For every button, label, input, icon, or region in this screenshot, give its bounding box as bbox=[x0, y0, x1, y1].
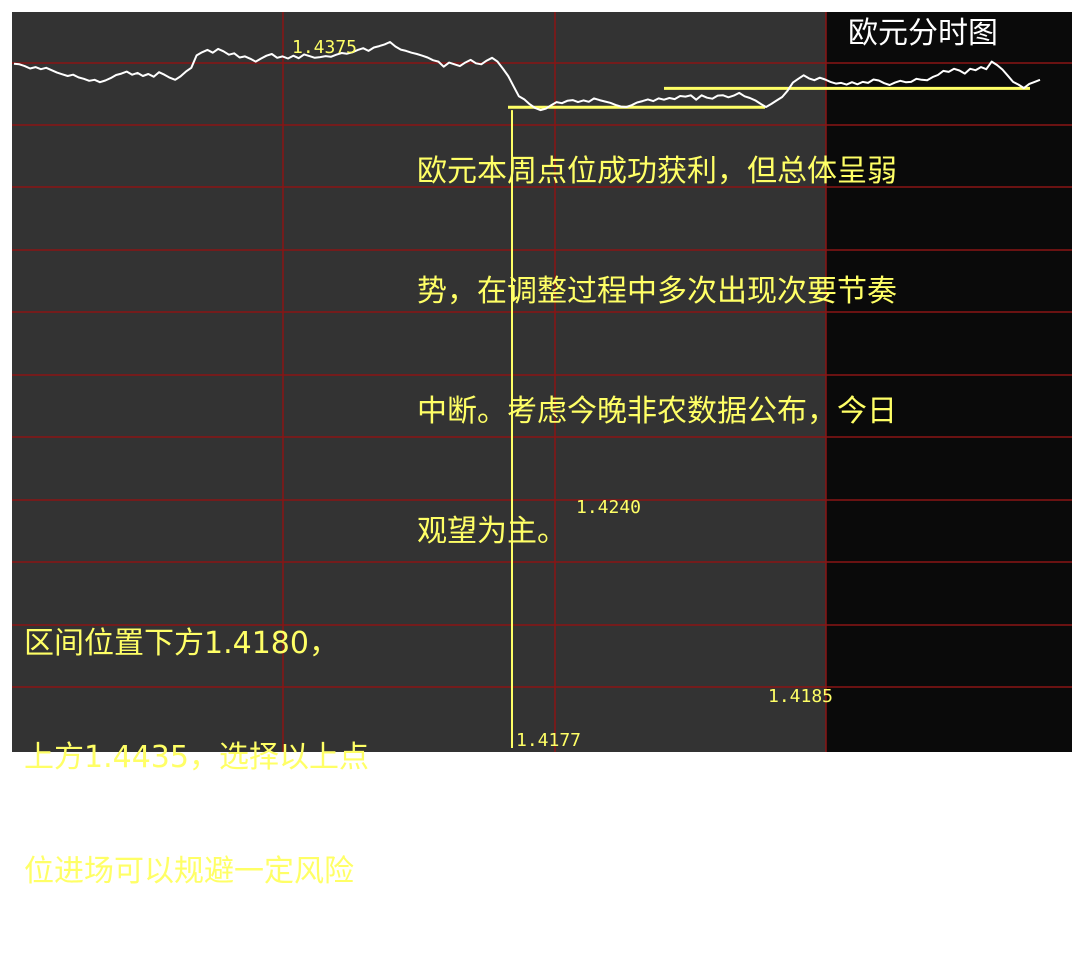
price-series-line bbox=[13, 41, 1041, 112]
support-price-label: 1.4185 bbox=[768, 686, 834, 707]
high-price-label: 1.4375 bbox=[292, 37, 358, 58]
plot-background-session-2 bbox=[826, 12, 1072, 752]
resistance-price-label: 1.4240 bbox=[576, 497, 642, 518]
chart-frame: 欧元分时图 欧元本周点位成功获利，但总体呈弱 势，在调整过程中多次出现次要节奏 … bbox=[12, 12, 1072, 889]
range-note-line: 位进场可以规避一定风险 bbox=[24, 854, 354, 889]
price-level-lines bbox=[508, 86, 1030, 748]
analyst-comment-line: 中断。考虑今晚非农数据公布，今日 bbox=[417, 394, 897, 429]
analyst-comment-line: 欧元本周点位成功获利，但总体呈弱 bbox=[417, 154, 897, 189]
grid-lines bbox=[12, 12, 1072, 752]
chart-plot bbox=[12, 12, 1072, 752]
range-note-line: 区间位置下方1.4180， bbox=[24, 626, 339, 661]
low-price-label: 1.4177 bbox=[516, 730, 582, 751]
chart-title: 欧元分时图 bbox=[848, 16, 998, 51]
analyst-comment: 欧元本周点位成功获利，但总体呈弱 势，在调整过程中多次出现次要节奏 中断。考虑今… bbox=[417, 72, 897, 632]
range-note-line: 上方1.4435，选择以上点 bbox=[24, 740, 369, 775]
analyst-comment-line: 观望为主。 bbox=[417, 514, 567, 549]
range-note: 区间位置下方1.4180， 上方1.4435，选择以上点 位进场可以规避一定风险 bbox=[24, 549, 369, 967]
plot-background-session-1 bbox=[12, 12, 826, 752]
analyst-comment-line: 势，在调整过程中多次出现次要节奏 bbox=[417, 274, 897, 309]
